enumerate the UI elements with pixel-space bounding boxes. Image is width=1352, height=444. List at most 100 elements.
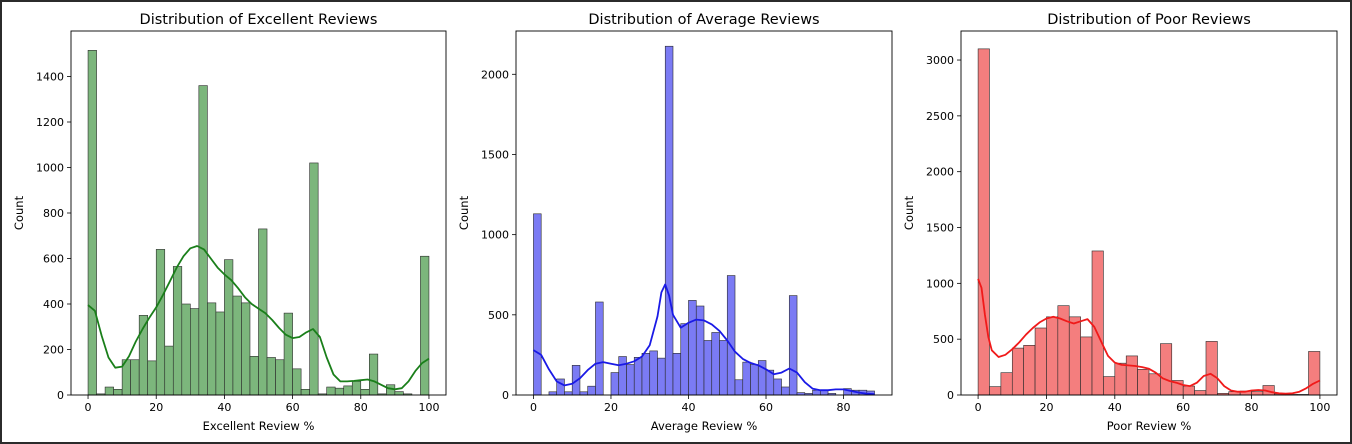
histogram-bar — [641, 353, 651, 396]
chart-title: Distribution of Excellent Reviews — [140, 12, 378, 28]
histogram-bar — [283, 312, 293, 396]
histogram-bar — [633, 357, 643, 396]
y-tick-label: 800 — [43, 207, 64, 220]
histogram-bar — [275, 359, 285, 396]
histogram-bar — [742, 361, 751, 396]
histogram-bar — [351, 381, 362, 396]
histogram-bar — [181, 303, 191, 396]
y-tick-label: 2000 — [926, 166, 954, 179]
histogram-bar — [1034, 327, 1047, 396]
histogram-bar — [292, 368, 302, 396]
histogram-bar — [334, 387, 345, 396]
histogram-bar — [1114, 362, 1127, 396]
histogram-bar — [1091, 250, 1104, 396]
y-tick-label: 2500 — [926, 110, 954, 123]
histogram-bar — [711, 332, 720, 396]
histogram-bar — [579, 391, 589, 396]
y-axis-label: Count — [902, 195, 916, 230]
histogram-bar — [360, 389, 370, 396]
histogram-bar — [1046, 316, 1059, 396]
x-tick-label: 0 — [85, 401, 92, 414]
histogram-bar — [104, 386, 114, 396]
y-tick-label: 400 — [43, 298, 64, 311]
x-axis-label: Average Review % — [651, 419, 758, 433]
histogram-bar — [300, 389, 310, 396]
histogram-bar — [1160, 343, 1173, 396]
histogram-bar — [172, 266, 183, 396]
histogram-bar — [781, 386, 790, 396]
x-tick-label: 80 — [354, 401, 368, 414]
x-tick-label: 0 — [530, 401, 537, 414]
histogram-bar — [719, 340, 728, 396]
histogram-bar — [672, 353, 682, 396]
histogram-bar — [773, 378, 782, 396]
y-tick-label: 500 — [488, 309, 509, 322]
y-tick-label: 200 — [43, 344, 64, 357]
x-tick-label: 80 — [837, 401, 851, 414]
x-tick-label: 100 — [418, 401, 439, 414]
x-axis-label: Excellent Review % — [203, 419, 315, 433]
histogram-bar — [587, 385, 596, 396]
x-axis-label: Poor Review % — [1107, 419, 1192, 433]
histogram-panel-3: 0 20 40 60 80 100050010001500200025003000Dist… — [902, 12, 1338, 433]
histogram-bar — [1068, 316, 1081, 396]
histogram-bar — [368, 353, 379, 396]
histogram-bar — [548, 391, 558, 396]
x-tick-label: 60 — [759, 401, 773, 414]
histogram-bar — [266, 357, 276, 396]
histogram-bar — [147, 360, 157, 396]
x-tick-label: 60 — [1176, 401, 1190, 414]
histogram-bar — [734, 379, 744, 396]
y-tick-label: 1200 — [36, 116, 64, 129]
y-tick-label: 1000 — [926, 277, 954, 290]
y-tick-label: 500 — [933, 333, 954, 346]
histogram-bar — [1148, 373, 1161, 396]
histogram-bar — [420, 255, 430, 396]
histogram-bar — [649, 350, 658, 396]
histogram-bar — [1103, 376, 1116, 396]
histogram-bar — [1125, 355, 1138, 396]
histogram-bar — [595, 301, 604, 396]
histogram-bar — [1137, 369, 1150, 396]
histogram-bar — [664, 45, 674, 396]
histogram-bar — [326, 386, 336, 396]
histogram-bar — [688, 300, 697, 396]
y-tick-label: 3000 — [926, 54, 954, 67]
y-axis-label: Count — [12, 195, 26, 230]
x-tick-label: 80 — [1245, 401, 1259, 414]
histogram-bar — [1251, 391, 1264, 396]
histogram-bar — [1182, 385, 1195, 396]
x-tick-label: 40 — [1108, 401, 1122, 414]
histogram-bar — [155, 249, 166, 396]
y-tick-label: 0 — [57, 389, 64, 402]
histogram-bar — [533, 213, 542, 396]
histogram-panel-2: 0 20 40 60 80 0 500 1000 1500 2000 Distribution of… — [457, 12, 893, 433]
y-tick-label: 600 — [43, 253, 64, 266]
chart-title: Distribution of Poor Reviews — [1047, 12, 1251, 28]
y-tick-label: 1500 — [926, 222, 954, 235]
histogram-bar — [394, 391, 404, 396]
histogram-bar — [977, 48, 990, 396]
histogram-bar — [1000, 372, 1013, 396]
histogram-bar — [215, 311, 225, 396]
histogram-bar — [164, 345, 174, 396]
histogram-bar — [241, 302, 251, 396]
histogram-bar — [812, 389, 821, 396]
x-tick-label: 60 — [286, 401, 300, 414]
histogram-bar — [1080, 336, 1093, 396]
x-tick-label: 20 — [1039, 401, 1053, 414]
kde-line — [977, 278, 1321, 395]
histogram-bar — [87, 50, 97, 396]
histogram-panel-1: 0 20 40 60 80 1000200400600800100012001400Dis… — [12, 12, 447, 433]
kde-line — [532, 283, 875, 396]
x-tick-label: 20 — [149, 401, 163, 414]
histogram-bar — [309, 162, 319, 396]
histogram-bar — [618, 356, 627, 396]
histogram-bar — [657, 357, 666, 396]
histogram-bar — [198, 85, 208, 396]
histogram-bar — [1023, 345, 1036, 396]
y-tick-label: 2000 — [481, 68, 509, 81]
y-tick-label: 0 — [947, 389, 954, 402]
